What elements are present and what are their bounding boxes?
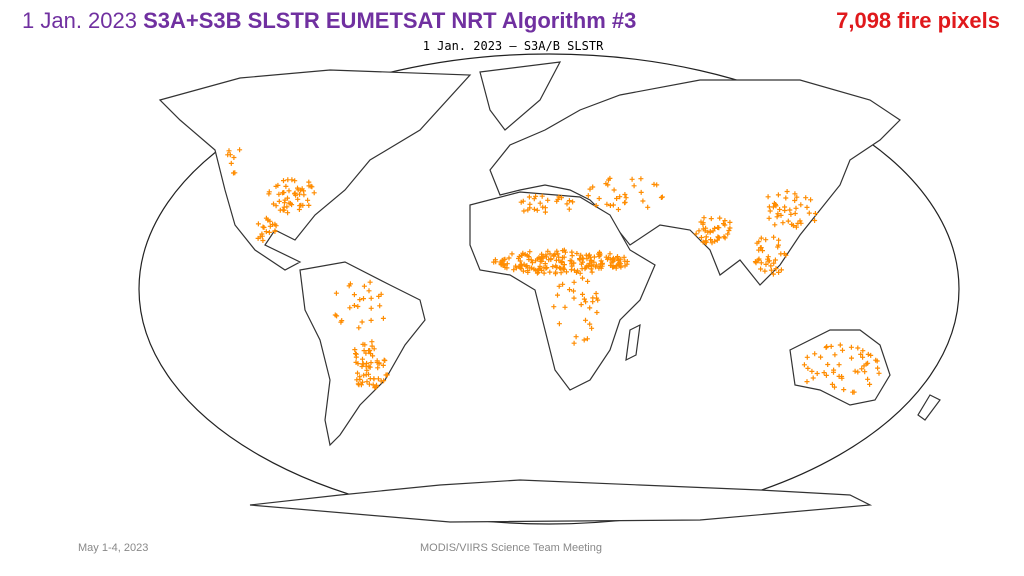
africa — [469, 191, 656, 391]
eurasia — [489, 79, 901, 286]
fire-count: 7,098 fire pixels — [836, 8, 1000, 33]
footer-meeting: MODIS/VIIRS Science Team Meeting — [420, 542, 602, 554]
title-date: 1 Jan. 2023 — [22, 8, 137, 33]
greenland — [479, 61, 562, 131]
new-zealand — [917, 394, 941, 421]
south-america — [299, 261, 426, 447]
fire-markers — [225, 147, 882, 395]
map-title: 1 Jan. 2023 – S3A/B SLSTR — [423, 39, 604, 53]
continents — [158, 61, 941, 523]
fire-pixels — [225, 147, 882, 395]
madagascar — [625, 323, 641, 362]
footer-date: May 1-4, 2023 — [78, 542, 149, 554]
title-main: S3A+S3B SLSTR EUMETSAT NRT Algorithm #3 — [143, 8, 637, 33]
australia — [789, 329, 891, 406]
antarctica — [249, 479, 873, 523]
slide-title: 1 Jan. 2023 S3A+S3B SLSTR EUMETSAT NRT A… — [22, 8, 636, 34]
